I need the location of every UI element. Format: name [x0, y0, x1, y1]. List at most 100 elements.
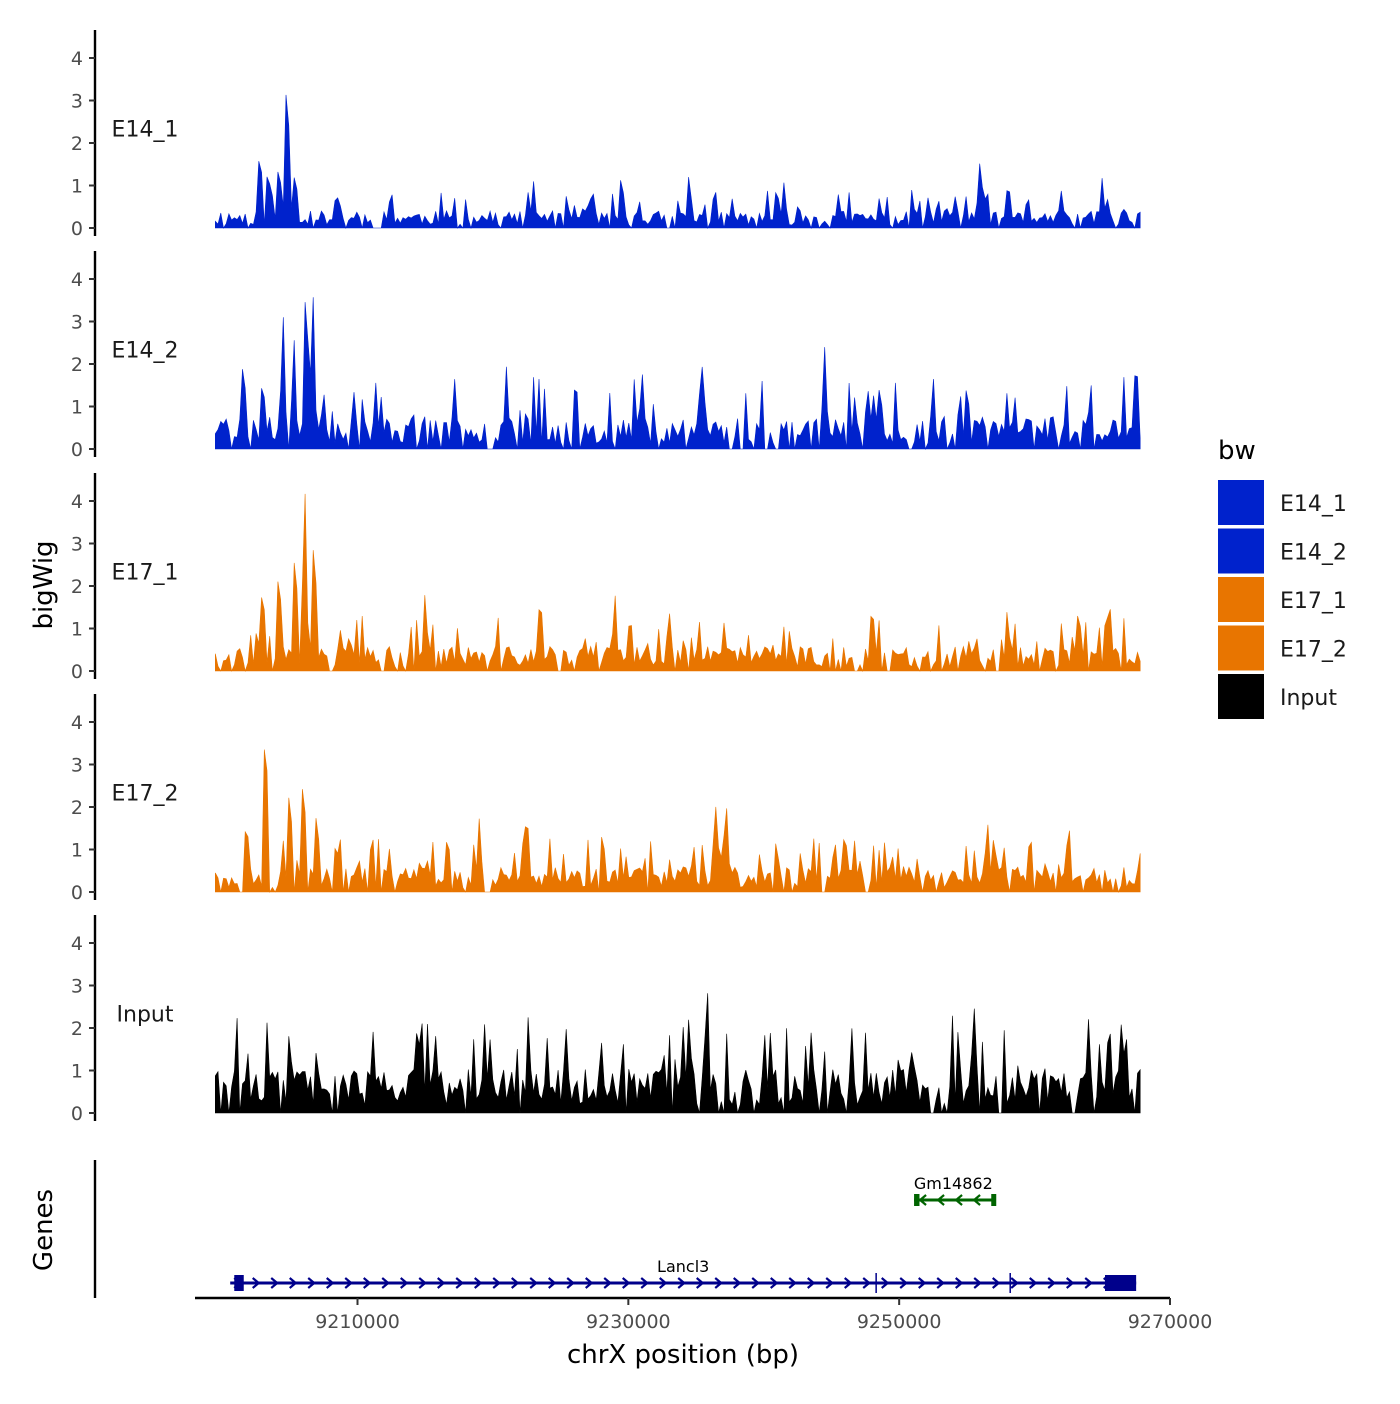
- legend-swatch: [1218, 528, 1264, 574]
- y-tick-label: 3: [71, 534, 83, 556]
- y-tick-label: 1: [71, 176, 83, 198]
- strand-arrow: [381, 1277, 390, 1289]
- y-tick-label: 0: [71, 218, 83, 240]
- legend-label: Input: [1280, 686, 1337, 711]
- strand-arrow: [936, 1194, 945, 1206]
- strand-arrow: [603, 1277, 612, 1289]
- legend: bw E14_1 E14_2 E17_1 E17_2 Input: [1218, 436, 1347, 719]
- y-tick-label: 1: [71, 397, 83, 419]
- strand-arrow: [585, 1277, 594, 1289]
- strand-arrow: [659, 1277, 668, 1289]
- strand-arrow: [1084, 1277, 1093, 1289]
- track-label: E17_1: [112, 561, 179, 586]
- y-axis-title: bigWig: [29, 540, 59, 629]
- y-tick-label: 0: [71, 439, 83, 461]
- strand-arrow: [252, 1277, 261, 1289]
- strand-arrow: [825, 1277, 834, 1289]
- strand-arrow: [289, 1277, 298, 1289]
- y-tick-label: 4: [71, 491, 83, 513]
- strand-arrow: [437, 1277, 446, 1289]
- strand-arrow: [455, 1277, 464, 1289]
- strand-arrow: [418, 1277, 427, 1289]
- y-tick-label: 2: [71, 797, 83, 819]
- legend-label: E14_2: [1280, 541, 1347, 566]
- x-tick-label: 9210000: [315, 1311, 400, 1333]
- coverage-area-E17_1: [215, 493, 1141, 673]
- gene-label: Gm14862: [914, 1174, 993, 1193]
- gene-Lancl3: Lancl3: [230, 1257, 1137, 1293]
- y-tick-label: 1: [71, 840, 83, 862]
- track-E14_1: 0 1 2 3 4 E14_1: [71, 30, 1141, 240]
- strand-arrow: [677, 1277, 686, 1289]
- strand-arrow: [733, 1277, 742, 1289]
- legend-label: E17_1: [1280, 589, 1347, 614]
- strand-arrow: [529, 1277, 538, 1289]
- strand-arrow: [918, 1194, 927, 1206]
- strand-arrow: [973, 1277, 982, 1289]
- exon: [914, 1194, 920, 1206]
- strand-arrow: [955, 1277, 964, 1289]
- strand-arrow: [492, 1277, 501, 1289]
- x-tick-label: 9250000: [857, 1311, 942, 1333]
- track-label: E14_1: [112, 118, 179, 143]
- strand-arrow: [511, 1277, 520, 1289]
- y-tick-label: 3: [71, 312, 83, 334]
- track-E14_2: 0 1 2 3 4 E14_2: [71, 251, 1141, 461]
- strand-arrow: [696, 1277, 705, 1289]
- exon: [991, 1194, 997, 1206]
- strand-arrow: [992, 1277, 1001, 1289]
- strand-arrow: [972, 1194, 981, 1206]
- strand-arrow: [881, 1277, 890, 1289]
- legend-entry: E17_2: [1218, 625, 1347, 671]
- x-axis: 9210000 9230000 9250000 9270000: [195, 1296, 1213, 1333]
- y-tick-label: 2: [71, 133, 83, 155]
- y-tick-label: 2: [71, 354, 83, 376]
- strand-arrow: [474, 1277, 483, 1289]
- strand-arrow: [862, 1277, 871, 1289]
- coverage-tracks: 0 1 2 3 4 E14_1 0 1 2 3 4 E14_2 0 1 2 3 4 E17_1 0 1 2 3 4 E17_2…: [71, 30, 1141, 1125]
- coverage-area-E14_1: [215, 94, 1141, 230]
- x-axis-title: chrX position (bp): [567, 1340, 799, 1370]
- strand-arrow: [899, 1277, 908, 1289]
- y-tick-label: 0: [71, 1103, 83, 1125]
- legend-entry: E14_1: [1218, 480, 1347, 525]
- y-tick-label: 3: [71, 755, 83, 777]
- legend-entry: Input: [1218, 674, 1337, 719]
- y-tick-label: 0: [71, 661, 83, 683]
- coverage-area-E14_2: [215, 297, 1141, 451]
- exon: [234, 1275, 244, 1291]
- y-tick-label: 0: [71, 882, 83, 904]
- y-tick-label: 4: [71, 269, 83, 291]
- gene-track: Gm14862 Lancl3: [93, 1160, 1137, 1298]
- track-E17_1: 0 1 2 3 4 E17_1: [71, 473, 1141, 683]
- legend-swatch: [1218, 625, 1264, 671]
- strand-arrow: [1047, 1277, 1056, 1289]
- y-tick-label: 4: [71, 712, 83, 734]
- strand-arrow: [936, 1277, 945, 1289]
- x-tick-label: 9270000: [1128, 1311, 1213, 1333]
- strand-arrow: [363, 1277, 372, 1289]
- strand-arrow: [566, 1277, 575, 1289]
- strand-arrow: [344, 1277, 353, 1289]
- y-tick-label: 1: [71, 619, 83, 641]
- strand-arrow: [1010, 1277, 1019, 1289]
- y-tick-label: 2: [71, 1018, 83, 1040]
- y-tick-label: 1: [71, 1061, 83, 1083]
- legend-label: E14_1: [1280, 492, 1347, 517]
- strand-arrow: [400, 1277, 409, 1289]
- track-E17_2: 0 1 2 3 4 E17_2: [71, 694, 1141, 904]
- strand-arrow: [270, 1277, 279, 1289]
- legend-entry: E17_1: [1218, 577, 1347, 622]
- legend-title: bw: [1218, 436, 1256, 466]
- strand-arrow: [622, 1277, 631, 1289]
- legend-swatch: [1218, 674, 1264, 719]
- y-tick-label: 4: [71, 48, 83, 70]
- track-Input: 0 1 2 3 4 Input: [71, 915, 1141, 1125]
- legend-entry: E14_2: [1218, 528, 1347, 574]
- legend-label: E17_2: [1280, 638, 1347, 663]
- exon: [1105, 1275, 1137, 1291]
- strand-arrow: [1029, 1277, 1038, 1289]
- strand-arrow: [807, 1277, 816, 1289]
